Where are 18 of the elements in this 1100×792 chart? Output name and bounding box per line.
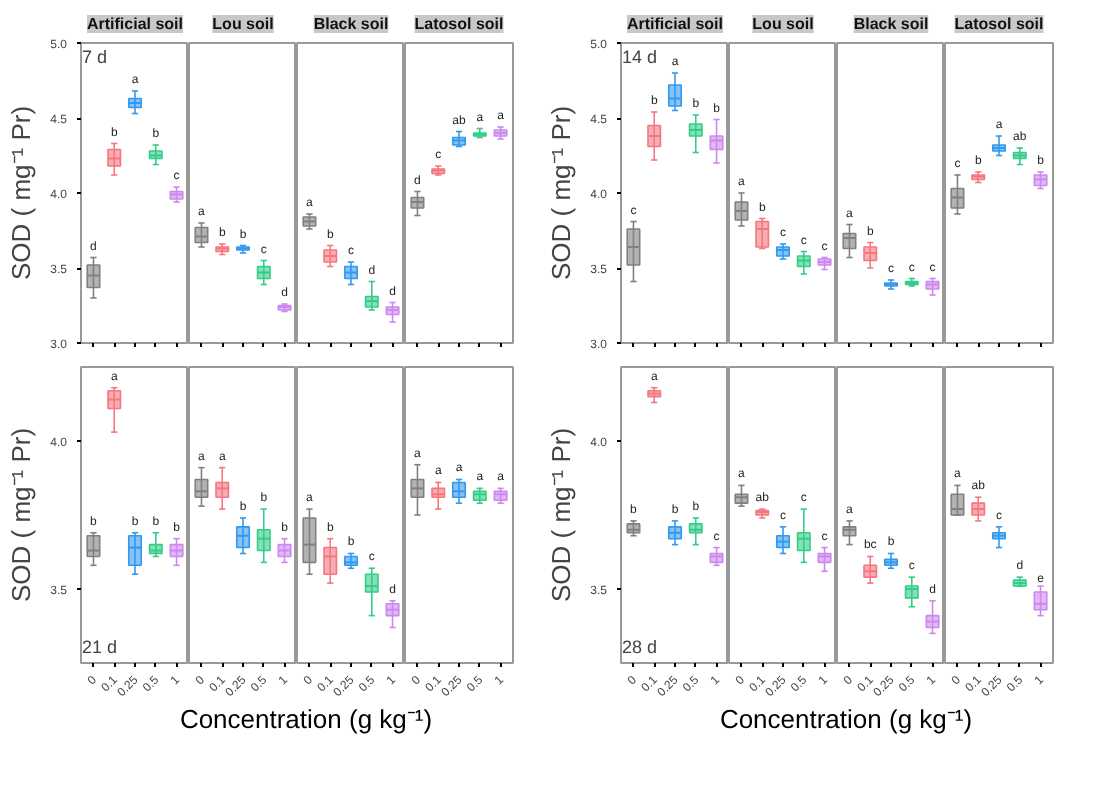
chart-title: Artificial soil xyxy=(86,15,184,33)
x-axis-title: Concentration (g kg⁻¹) xyxy=(719,702,973,738)
chart-title: Latosol soil xyxy=(954,15,1044,33)
y-axis-title: SOD ( mg⁻¹ Pr) xyxy=(6,105,37,281)
annotation: 7 d xyxy=(82,47,108,67)
annotation: 14 d xyxy=(622,47,658,67)
chart-title: Black soil xyxy=(853,15,929,33)
chart-title: Artificial soil xyxy=(626,15,724,33)
chart-title: Black soil xyxy=(313,15,389,33)
x-axis-title: Concentration (g kg⁻¹) xyxy=(179,702,433,738)
annotation: 21 d xyxy=(82,637,118,657)
y-axis-title: SOD ( mg⁻¹ Pr) xyxy=(546,105,577,281)
y-axis-title: SOD ( mg⁻¹ Pr) xyxy=(6,427,37,603)
annotation: 28 d xyxy=(622,637,658,657)
chart-title: Lou soil xyxy=(212,15,274,33)
y-axis-title: SOD ( mg⁻¹ Pr) xyxy=(546,427,577,603)
chart-title: Latosol soil xyxy=(414,15,504,33)
chart-title: Lou soil xyxy=(752,15,814,33)
